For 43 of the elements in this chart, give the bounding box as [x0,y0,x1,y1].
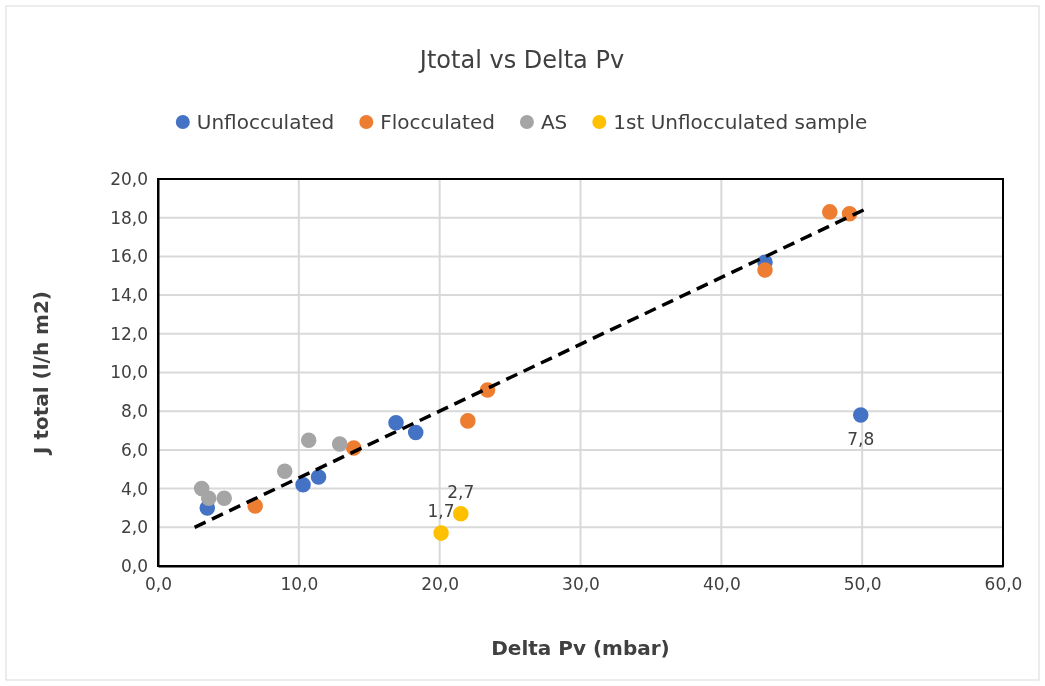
x-tick-label: 30,0 [562,574,600,595]
point [388,415,404,431]
point [460,413,476,429]
y-tick-label: 12,0 [110,323,148,344]
point [822,204,838,220]
y-tick-label: 20,0 [110,168,148,189]
x-axis-title: Delta Pv (mbar) [491,636,670,660]
y-tick-label: 10,0 [110,362,148,383]
x-tick-label: 60,0 [984,574,1023,595]
point [295,476,311,493]
x-tick-label: 20,0 [421,574,460,595]
point [331,436,348,452]
x-tick-label: 40,0 [702,574,741,595]
point [757,262,773,278]
chart-title: Jtotal vs Delta Pv [417,46,625,74]
y-tick-label: 8,0 [120,401,148,422]
y-tick-label: 6,0 [120,439,148,460]
y-tick-label: 16,0 [110,246,148,267]
x-tick-label: 10,0 [280,574,319,595]
data-label: 2,7 [447,481,475,502]
y-tick-label: 0,0 [120,555,148,576]
x-tick-label: 50,0 [843,574,882,595]
y-tick-label: 2,0 [120,517,148,538]
point [276,463,293,479]
point [453,505,469,522]
point [407,424,424,441]
y-tick-label: 14,0 [110,285,148,306]
point [300,432,317,448]
point [310,469,327,485]
point [852,407,869,423]
point [200,490,217,507]
legend-label: Flocculated [380,110,495,134]
y-tick-label: 18,0 [110,207,148,228]
data-label: 1,7 [427,501,455,522]
x-tick-label: 0,0 [144,574,173,595]
legend-label: Unflocculated [196,110,335,134]
data-label: 7,8 [847,429,875,450]
point [433,525,449,541]
point [216,490,232,507]
legend-label: AS [540,110,568,134]
legend-label: 1st Unflocculated sample [613,110,868,134]
y-axis-title: J total (l/h m2) [29,291,53,456]
y-tick-label: 4,0 [120,478,148,499]
